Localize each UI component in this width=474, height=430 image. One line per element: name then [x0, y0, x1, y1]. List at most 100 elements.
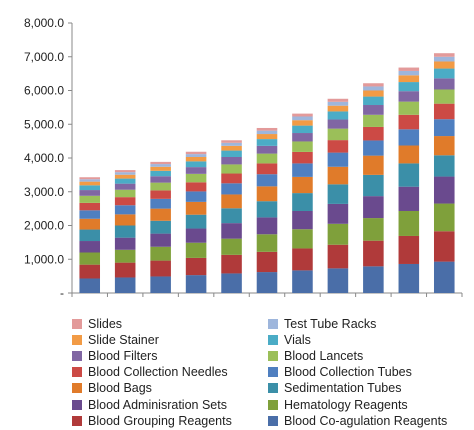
bar-segment: [398, 186, 420, 211]
bar-segment: [363, 83, 384, 87]
bar-segment: [150, 198, 171, 209]
bar-segment: [292, 163, 313, 177]
bar-stack-2013: [114, 170, 136, 293]
bar-segment: [398, 129, 420, 146]
bar-segment: [433, 103, 455, 120]
bar-segment: [433, 136, 455, 156]
bar-segment: [398, 163, 420, 187]
bar-segment: [185, 242, 207, 258]
legend-label: Vials: [284, 332, 311, 347]
bar-segment: [221, 194, 242, 209]
legend-item-blood-lancets: Blood Lancets: [268, 348, 464, 363]
bar-segment: [256, 139, 278, 146]
bar-segment: [433, 155, 455, 177]
bar-segment: [79, 185, 101, 191]
bar-segment: [256, 145, 278, 154]
bar-segment: [433, 61, 455, 69]
bar-stack-2018: [292, 113, 313, 293]
bar-segment: [221, 164, 242, 174]
bar-segment: [327, 140, 349, 153]
bar-segment: [363, 196, 384, 219]
legend-label: Blood Collection Needles: [88, 365, 228, 380]
bar-segment: [433, 89, 455, 104]
bar-segment: [433, 261, 455, 293]
legend-item-blood-co-agulation-reagents: Blood Co-agulation Reagents: [268, 413, 464, 428]
bar-segment: [185, 161, 207, 168]
bar-segment: [363, 240, 384, 267]
legend: Slides Test Tube Racks Slide Stainer Via…: [72, 316, 472, 428]
bar-segment: [221, 254, 242, 274]
bar-segment: [292, 141, 313, 152]
bar-segment: [150, 276, 171, 293]
y-axis: - 1,000.0 2,000.0 3,000.0 4,000.0 5,000.0 6,00…: [24, 16, 73, 300]
bar-segment: [150, 166, 171, 171]
bar-segment: [185, 201, 207, 215]
legend-swatch: [268, 415, 278, 426]
bar-segment: [363, 86, 384, 91]
bar-segment: [185, 257, 207, 276]
bar-segment: [185, 275, 207, 293]
legend-item-blood-filters: Blood Filters: [72, 348, 268, 363]
legend-swatch: [72, 367, 82, 378]
bar-segment: [256, 201, 278, 218]
bar-stack-2015: [185, 151, 207, 293]
bar-segment: [433, 68, 455, 79]
bar-segment: [256, 134, 278, 140]
bar-segment: [114, 249, 136, 263]
legend-item-blood-adminisration-sets: Blood Adminisration Sets: [72, 397, 268, 412]
legend-swatch: [72, 350, 82, 361]
bar-segment: [398, 67, 420, 71]
legend-swatch: [268, 350, 278, 361]
legend-swatch: [268, 399, 278, 410]
legend-label: Blood Co-agulation Reagents: [284, 413, 448, 428]
bar-segment: [150, 182, 171, 191]
bar-segment: [398, 235, 420, 264]
legend-label: Test Tube Racks: [284, 316, 377, 331]
bar-segment: [256, 186, 278, 202]
legend-label: Blood Bags: [88, 381, 152, 396]
bar-segment: [363, 174, 384, 197]
bar-segment: [363, 155, 384, 175]
bar-segment: [292, 270, 313, 293]
bar-segment: [292, 120, 313, 126]
bar-segment: [114, 178, 136, 184]
bar-segment: [79, 252, 101, 265]
legend-item-blood-grouping-reagents: Blood Grouping Reagents: [72, 413, 268, 428]
legend-label: Hematology Reagents: [284, 397, 408, 412]
bar-segment: [256, 153, 278, 164]
bar-stack-2017: [256, 127, 278, 293]
bar-segment: [327, 203, 349, 224]
legend-item-blood-bags: Blood Bags: [72, 381, 268, 396]
y-tick-label: -: [60, 286, 64, 300]
legend-swatch: [268, 383, 278, 394]
bar-segment: [79, 179, 101, 182]
bar-segment: [363, 90, 384, 97]
bar-segment: [114, 170, 136, 173]
stacked-bar-chart: - 1,000.0 2,000.0 3,000.0 4,000.0 5,000.0 6,00…: [24, 16, 463, 300]
bar-segment: [363, 218, 384, 241]
bar-stack-2019: [327, 98, 349, 293]
legend-item-sedimentation-tubes: Sedimentation Tubes: [268, 381, 464, 396]
bar-segment: [185, 154, 207, 157]
bar-segment: [292, 176, 313, 194]
bar-segment: [292, 193, 313, 211]
bar-segment: [150, 161, 171, 165]
bar-segment: [114, 174, 136, 179]
bar-segment: [150, 220, 171, 234]
bar-segment: [79, 195, 101, 203]
bar-segment: [292, 210, 313, 230]
bar-segment: [221, 142, 242, 146]
bar-segment: [433, 119, 455, 137]
bar-segment: [150, 260, 171, 277]
bar-segment: [150, 246, 171, 261]
legend-swatch: [72, 334, 82, 345]
bar-segment: [114, 262, 136, 278]
bar-segment: [292, 125, 313, 134]
bar-segment: [292, 116, 313, 121]
legend-item-slides: Slides: [72, 316, 268, 331]
bar-segment: [256, 163, 278, 175]
y-tick-label: 1,000.0: [24, 252, 64, 266]
legend-item-hematology-reagents: Hematology Reagents: [268, 397, 464, 412]
bar-segment: [398, 114, 420, 130]
bar-segment: [398, 145, 420, 164]
